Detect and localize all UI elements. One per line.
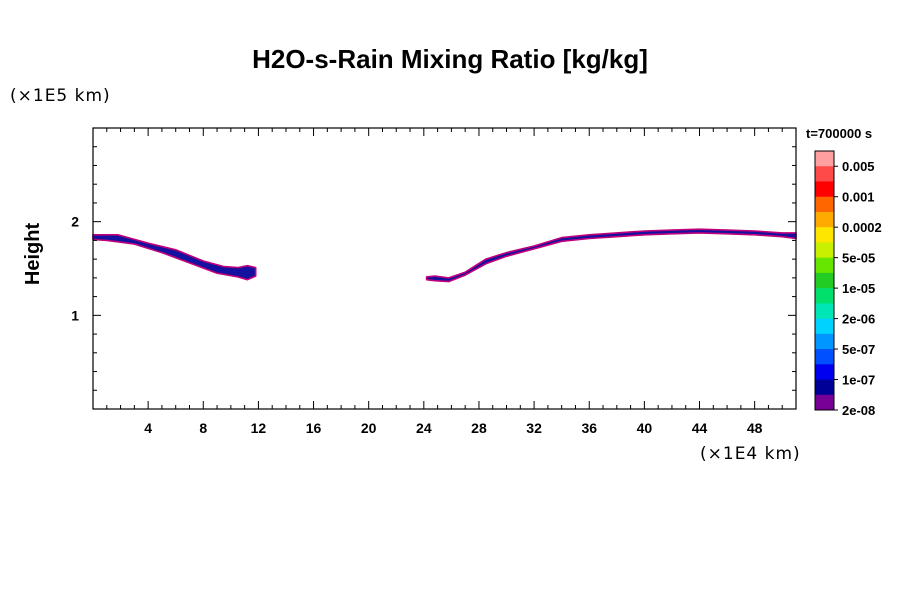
x-tick-label: 44 bbox=[692, 420, 708, 436]
legend-swatch bbox=[815, 364, 834, 380]
contour-bands bbox=[92, 228, 797, 283]
legend-time-label: t=700000 s bbox=[806, 126, 873, 141]
x-tick-label: 4 bbox=[144, 420, 152, 436]
rain-band-1 bbox=[92, 234, 257, 281]
legend-level-label: 2e-08 bbox=[842, 403, 875, 418]
color-legend: 0.005 0.001 0.0002 5e-05 1e-05 2e-06 5e-07 1e-0… bbox=[814, 150, 882, 418]
x-tick-label: 8 bbox=[199, 420, 207, 436]
x-tick-label: 28 bbox=[471, 420, 487, 436]
legend-level-label: 5e-05 bbox=[842, 251, 875, 266]
x-tick-label: 12 bbox=[251, 420, 267, 436]
legend-swatch bbox=[815, 394, 834, 411]
x-tick-label: 48 bbox=[747, 420, 763, 436]
legend-swatch bbox=[815, 181, 834, 198]
legend-swatch bbox=[815, 272, 834, 289]
legend-level-label: 2e-06 bbox=[842, 312, 875, 327]
legend-swatch bbox=[815, 257, 834, 274]
y-tick-label: 2 bbox=[71, 214, 79, 230]
legend-frame bbox=[814, 150, 835, 411]
x-axis-unit-label: (×1E4 km) bbox=[700, 444, 801, 464]
x-tick-label: 16 bbox=[306, 420, 322, 436]
legend-swatch bbox=[815, 349, 834, 365]
legend-swatch bbox=[815, 333, 834, 350]
legend-swatch bbox=[815, 242, 834, 258]
legend-level-label: 0.001 bbox=[842, 190, 875, 205]
x-tick-label: 40 bbox=[637, 420, 653, 436]
legend-level-label: 1e-05 bbox=[842, 281, 875, 296]
legend-swatch bbox=[815, 288, 834, 304]
x-tick-label: 32 bbox=[526, 420, 542, 436]
x-tick-label: 24 bbox=[416, 420, 432, 436]
legend-swatch bbox=[815, 303, 834, 319]
y-tick-label: 1 bbox=[71, 307, 79, 323]
rain-band-2 bbox=[425, 228, 797, 283]
legend-swatch bbox=[815, 196, 834, 213]
legend-swatch bbox=[815, 166, 834, 182]
legend-swatch bbox=[815, 318, 834, 335]
legend-swatch bbox=[815, 379, 834, 396]
legend-level-label: 1e-07 bbox=[842, 373, 875, 388]
legend-swatch bbox=[815, 227, 834, 243]
x-tick-label: 20 bbox=[361, 420, 377, 436]
legend-level-label: 0.0002 bbox=[842, 220, 882, 235]
x-tick-label: 36 bbox=[581, 420, 597, 436]
legend-swatch bbox=[815, 211, 834, 228]
y-axis-unit-label: (×1E5 km) bbox=[10, 86, 111, 106]
legend-level-label: 0.005 bbox=[842, 159, 875, 174]
legend-level-label: 5e-07 bbox=[842, 342, 875, 357]
legend-swatch bbox=[815, 151, 834, 167]
chart-title: H2O-s-Rain Mixing Ratio [kg/kg] bbox=[252, 44, 648, 74]
plot-frame bbox=[92, 127, 797, 410]
